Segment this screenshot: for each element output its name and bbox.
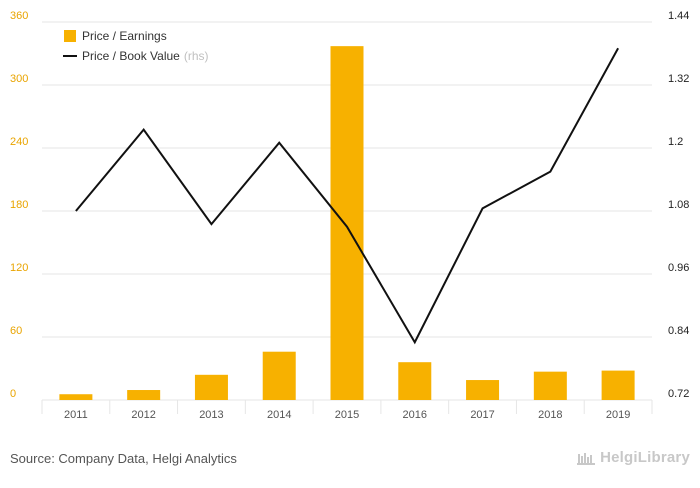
legend: Price / Earnings Price / Book Value (rhs) xyxy=(63,29,209,63)
source-note: Source: Company Data, Helgi Analytics xyxy=(10,451,237,466)
bar xyxy=(466,380,499,400)
y-left-tick-label: 180 xyxy=(10,199,28,211)
legend-bar-label: Price / Earnings xyxy=(82,29,167,43)
x-tick-label: 2013 xyxy=(199,409,223,421)
legend-bar-swatch xyxy=(64,30,76,42)
legend-line-label: Price / Book Value xyxy=(82,49,180,63)
bar xyxy=(398,362,431,400)
y-right-tick-label: 1.32 xyxy=(668,73,689,85)
brand-logo: HelgiLibrary xyxy=(577,449,690,466)
legend-line-suffix: (rhs) xyxy=(184,49,209,63)
x-tick-label: 2015 xyxy=(335,409,359,421)
x-axis: 2011 2012 2013 2014 2015 2016 2017 2018 2019 xyxy=(64,409,630,421)
bar xyxy=(263,352,296,400)
y-right-tick-label: 0.84 xyxy=(668,325,689,337)
y-right-tick-label: 1.2 xyxy=(668,136,683,148)
x-tick-label: 2016 xyxy=(403,409,427,421)
brand-name: HelgiLibrary xyxy=(600,449,690,466)
x-tick-label: 2018 xyxy=(538,409,562,421)
x-tick-label: 2012 xyxy=(131,409,155,421)
y-right-tick-label: 1.08 xyxy=(668,199,689,211)
y-axis-left: 0 60 120 180 240 300 360 xyxy=(10,10,28,400)
y-axis-right: 0.72 0.84 0.96 1.08 1.2 1.32 1.44 xyxy=(668,10,689,400)
x-tick-label: 2011 xyxy=(64,409,88,421)
y-right-tick-label: 0.72 xyxy=(668,388,689,400)
y-left-tick-label: 0 xyxy=(10,388,16,400)
y-left-tick-label: 120 xyxy=(10,262,28,274)
bar xyxy=(534,372,567,400)
y-left-tick-label: 300 xyxy=(10,73,28,85)
bar-series xyxy=(59,46,634,400)
bar xyxy=(195,375,228,400)
y-right-tick-label: 1.44 xyxy=(668,10,689,22)
bar xyxy=(331,46,364,400)
bar xyxy=(602,371,635,400)
x-tick-label: 2014 xyxy=(267,409,291,421)
x-tick-label: 2017 xyxy=(470,409,494,421)
y-right-tick-label: 0.96 xyxy=(668,262,689,274)
legend-line-label-group: Price / Book Value (rhs) xyxy=(82,49,209,63)
bar xyxy=(127,390,160,400)
y-left-tick-label: 360 xyxy=(10,10,28,22)
y-left-tick-label: 240 xyxy=(10,136,28,148)
y-left-tick-label: 60 xyxy=(10,325,22,337)
library-icon xyxy=(577,451,595,465)
x-tick-label: 2019 xyxy=(606,409,630,421)
bar xyxy=(59,394,92,400)
